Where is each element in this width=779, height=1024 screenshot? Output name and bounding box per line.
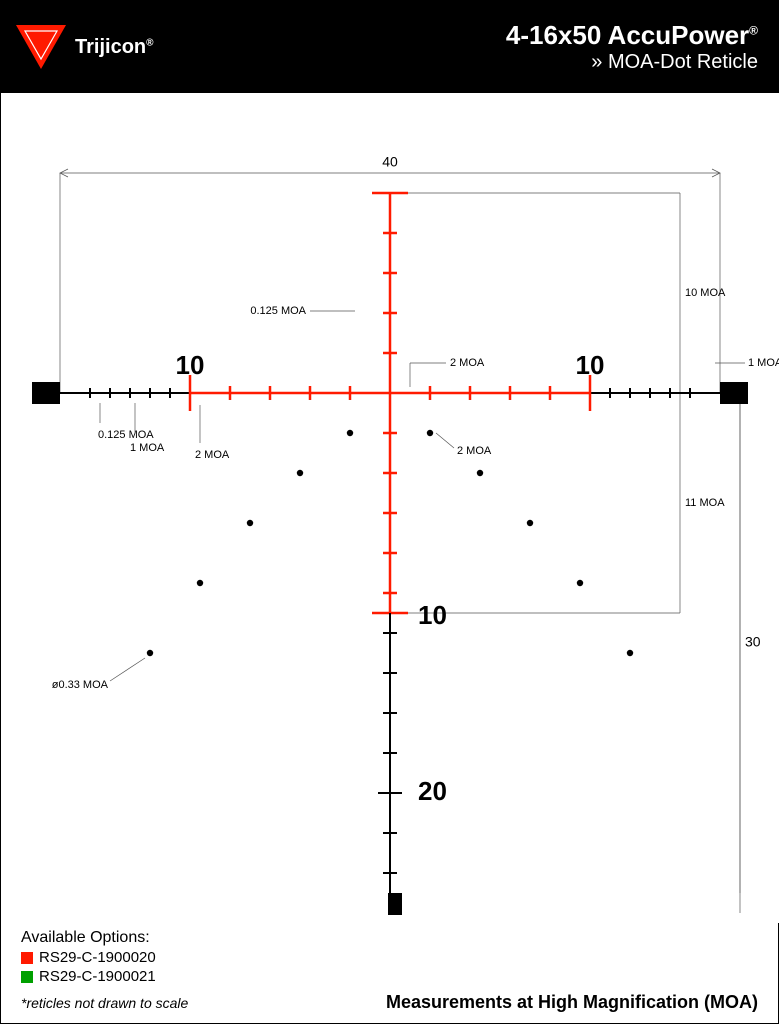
- product-title: 4-16x50 AccuPower®: [506, 20, 758, 51]
- svg-text:0.125 MOA: 0.125 MOA: [250, 305, 306, 317]
- footer: Available Options: RS29-C-1900020RS29-C-…: [1, 921, 778, 1023]
- options-list: RS29-C-1900020 RS29-C-1900021: [21, 949, 758, 985]
- svg-text:2 MOA: 2 MOA: [457, 445, 492, 457]
- svg-text:11 MOA: 11 MOA: [685, 497, 725, 509]
- header-bar: Trijicon® 4-16x50 AccuPower® » MOA-Dot R…: [1, 1, 778, 93]
- svg-text:1 MOA: 1 MOA: [748, 357, 779, 369]
- svg-text:ø0.33 MOA: ø0.33 MOA: [52, 679, 109, 691]
- options-title: Available Options:: [21, 929, 758, 947]
- brand-name: Trijicon®: [75, 36, 154, 59]
- svg-text:2 MOA: 2 MOA: [195, 449, 230, 461]
- option-code: RS29-C-1900021: [39, 968, 156, 985]
- product-subtitle: » MOA-Dot Reticle: [506, 51, 758, 74]
- svg-text:40: 40: [382, 154, 398, 170]
- option-code: RS29-C-1900020: [39, 949, 156, 966]
- reticle-svg: 4010 MOA11 MOA302 MOA0.125 MOA1 MOA0.125…: [1, 93, 779, 923]
- option-row: RS29-C-1900020: [21, 949, 758, 966]
- reticle-diagram: 4010 MOA11 MOA302 MOA0.125 MOA1 MOA0.125…: [1, 93, 779, 923]
- title-text: 4-16x50 AccuPower: [506, 20, 749, 50]
- title-block: 4-16x50 AccuPower® » MOA-Dot Reticle: [506, 20, 758, 74]
- svg-text:10: 10: [576, 350, 605, 380]
- title-reg: ®: [749, 23, 758, 37]
- brand-reg: ®: [146, 37, 153, 48]
- footer-right: Measurements at High Magnification (MOA): [386, 992, 758, 1013]
- option-row: RS29-C-1900021: [21, 968, 758, 985]
- brand-text: Trijicon: [75, 36, 146, 58]
- triangle-logo-icon: [11, 17, 71, 77]
- svg-text:10: 10: [176, 350, 205, 380]
- option-swatch: [21, 952, 33, 964]
- svg-text:20: 20: [418, 776, 447, 806]
- svg-text:2 MOA: 2 MOA: [450, 357, 485, 369]
- svg-text:1 MOA: 1 MOA: [130, 442, 165, 454]
- svg-text:30: 30: [745, 634, 761, 650]
- svg-text:0.125 MOA: 0.125 MOA: [98, 429, 154, 441]
- svg-text:10 MOA: 10 MOA: [685, 287, 726, 299]
- brand-logo: Trijicon®: [11, 17, 154, 77]
- option-swatch: [21, 971, 33, 983]
- svg-text:10: 10: [418, 600, 447, 630]
